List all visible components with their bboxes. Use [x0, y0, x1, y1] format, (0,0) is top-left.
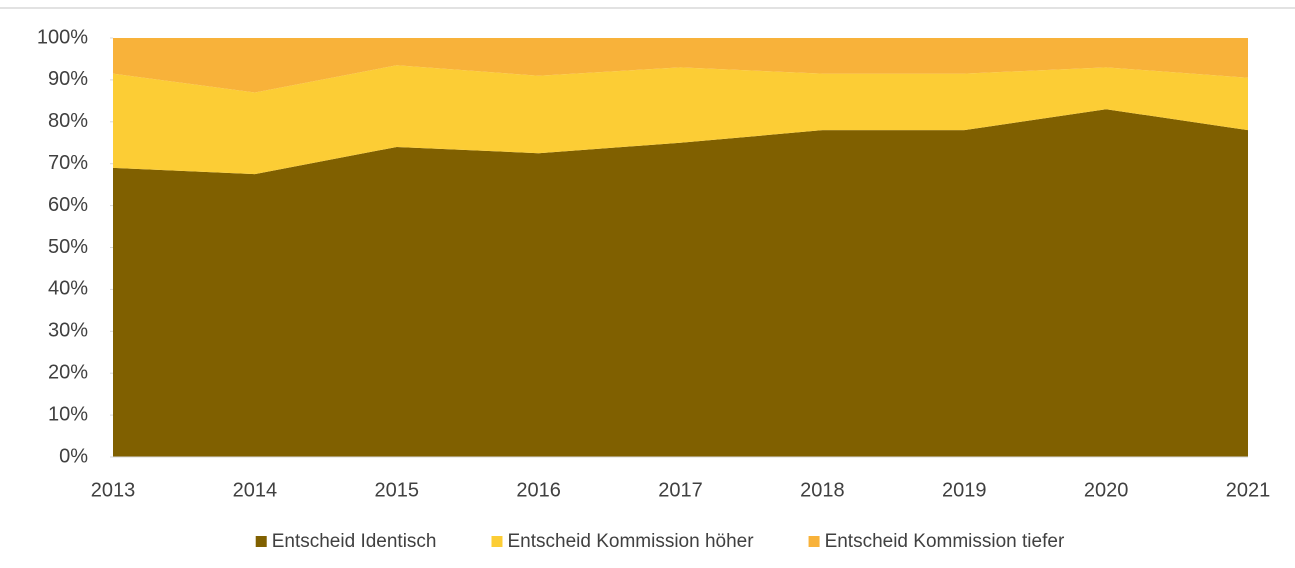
y-tick-label: 90% — [48, 68, 88, 90]
y-tick-label: 80% — [48, 110, 88, 132]
y-tick-label: 50% — [48, 236, 88, 258]
x-tick-label: 2021 — [1226, 479, 1271, 501]
legend-label: Entscheid Kommission tiefer — [825, 531, 1065, 552]
area — [113, 38, 1248, 93]
x-tick-label: 2015 — [375, 479, 420, 501]
y-tick-label: 60% — [48, 194, 88, 216]
y-tick-label: 70% — [48, 152, 88, 174]
x-tick-label: 2019 — [942, 479, 987, 501]
area — [113, 65, 1248, 175]
x-tick-label: 2018 — [800, 479, 845, 501]
y-tick-label: 0% — [59, 445, 88, 467]
x-tick-label: 2020 — [1084, 479, 1129, 501]
x-tick-label: 2013 — [91, 479, 136, 501]
x-tick-label: 2016 — [516, 479, 561, 501]
y-tick-label: 40% — [48, 278, 88, 300]
y-tick-label: 20% — [48, 361, 88, 383]
area — [113, 109, 1248, 457]
legend-swatch — [255, 536, 267, 547]
legend-label: Entscheid Kommission höher — [507, 531, 754, 552]
y-tick-label: 30% — [48, 320, 88, 342]
y-tick-label: 10% — [48, 403, 88, 425]
legend-label: Entscheid Identisch — [272, 531, 437, 552]
x-tick-label: 2017 — [658, 479, 703, 501]
legend-swatch — [491, 536, 503, 547]
x-tick-label: 2014 — [233, 479, 278, 501]
legend-swatch — [808, 536, 820, 547]
y-tick-label: 100% — [37, 26, 88, 48]
